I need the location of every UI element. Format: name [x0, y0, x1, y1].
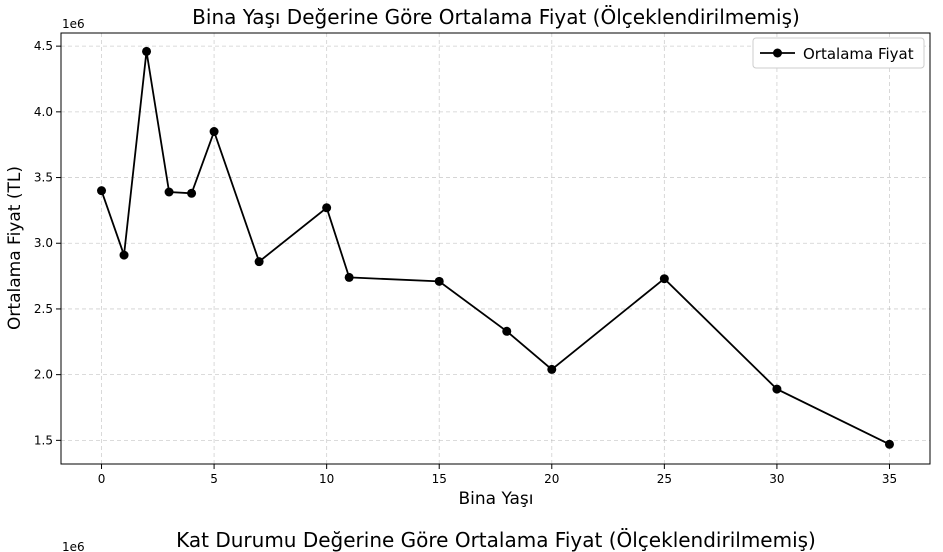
plot-area-frame: [60, 32, 931, 465]
series-ortalama-fiyat: [97, 46, 894, 449]
chart-2-y-offset-label: 1e6: [62, 540, 85, 552]
chart-title: Bina Yaşı Değerine Göre Ortalama Fiyat (…: [192, 5, 800, 29]
x-tick-label: 25: [657, 472, 672, 486]
y-tick-label: 2.0: [34, 368, 53, 382]
x-tick-label: 0: [98, 472, 106, 486]
legend-label-ortalama-fiyat: Ortalama Fiyat: [803, 45, 914, 63]
data-point: [322, 203, 332, 213]
data-point: [502, 326, 512, 336]
x-tick-label: 20: [544, 472, 559, 486]
x-tick-label: 35: [882, 472, 897, 486]
data-point: [547, 364, 557, 374]
data-point: [254, 257, 264, 267]
data-point: [119, 250, 129, 260]
x-tick-label: 15: [432, 472, 447, 486]
y-tick-label: 4.5: [34, 39, 53, 53]
data-point: [659, 274, 669, 284]
y-axis-label: Ortalama Fiyat (TL): [5, 166, 25, 330]
x-tick-label: 5: [210, 472, 218, 486]
y-tick-label: 4.0: [34, 105, 53, 119]
legend-marker-swatch: [773, 48, 782, 58]
data-point: [209, 127, 219, 137]
x-tick-label: 30: [769, 472, 784, 486]
data-point: [142, 46, 152, 56]
data-point: [884, 439, 894, 449]
y-tick-label: 3.0: [34, 236, 53, 250]
x-axis-label: Bina Yaşı: [458, 489, 533, 509]
legend-box: [752, 37, 925, 69]
legend: Ortalama Fiyat: [752, 37, 925, 69]
y-tick-label: 1.5: [34, 433, 53, 447]
data-point: [434, 276, 444, 286]
data-point: [164, 187, 174, 197]
x-tick-label: 10: [319, 472, 334, 486]
chart-2-title: Kat Durumu Değerine Göre Ortalama Fiyat …: [176, 528, 816, 552]
y-tick-label: 3.5: [34, 171, 53, 185]
data-point: [187, 188, 197, 198]
y-tick-label: 2.5: [34, 302, 53, 316]
axis-ticks: 0 5 10 15 20 25 30 35 1.5 2.0 2.5 3.0 3.5 4.0 4.5: [34, 39, 897, 486]
data-point: [344, 272, 354, 282]
y-offset-label: 1e6: [62, 17, 85, 31]
data-point: [772, 384, 782, 394]
data-point: [97, 186, 107, 196]
